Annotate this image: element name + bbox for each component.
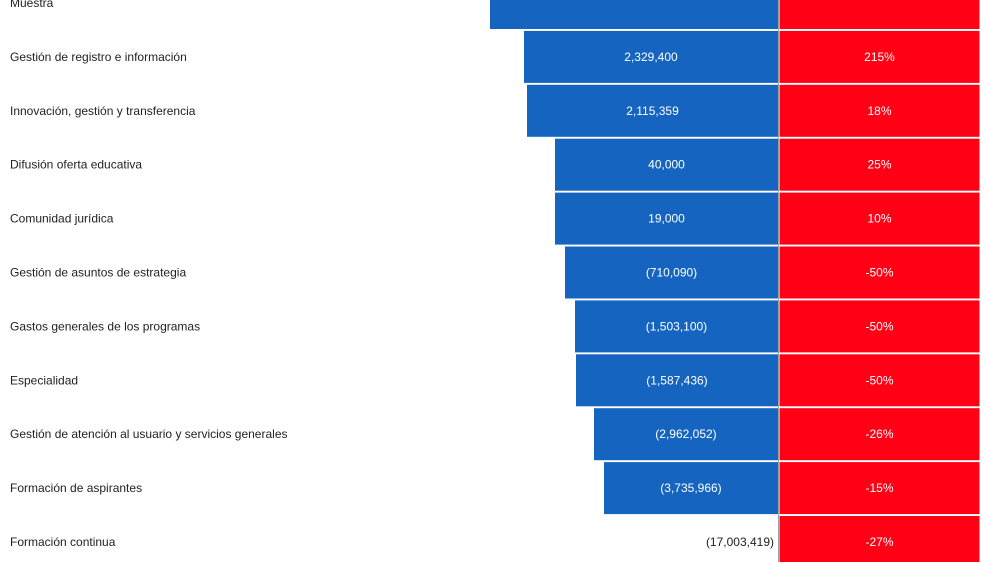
red-value-label-1: 215%: [864, 50, 895, 64]
row-label-1: Gestión de registro e información: [10, 50, 187, 64]
red-bar-0: [779, 0, 980, 29]
row-label-7: Especialidad: [10, 373, 78, 387]
blue-value-label-5: (710,090): [646, 266, 697, 280]
row-label-5: Gestión de asuntos de estrategia: [10, 266, 186, 280]
blue-bar-6: [575, 300, 778, 353]
blue-value-label-3: 40,000: [648, 158, 685, 172]
row-label-2: Innovación, gestión y transferencia: [10, 104, 196, 118]
blue-bar-2: [527, 84, 778, 137]
blue-bar-1: [524, 30, 778, 83]
red-bar-6: [779, 300, 980, 353]
blue-value-label-4: 19,000: [648, 212, 685, 226]
red-bar-4: [779, 192, 980, 245]
red-bar-1: [779, 30, 980, 83]
row-label-0: Muestra: [10, 0, 54, 10]
blue-value-label-6: (1,503,100): [646, 319, 707, 333]
red-value-label-4: 10%: [867, 212, 891, 226]
blue-bar-9: [604, 462, 778, 515]
blue-bar-8: [594, 408, 778, 461]
row-label-6: Gastos generales de los programas: [10, 319, 200, 333]
blue-bar-4: [555, 192, 778, 245]
red-bar-7: [779, 354, 980, 407]
red-value-label-2: 18%: [867, 104, 891, 118]
blue-value-label-10: (17,003,419): [706, 535, 774, 549]
row-label-10: Formación continua: [10, 535, 116, 549]
blue-value-label-7: (1,587,436): [646, 373, 707, 387]
red-bar-9: [779, 462, 980, 515]
blue-bar-5: [565, 246, 778, 299]
red-bar-10: [779, 516, 980, 562]
row-label-8: Gestión de atención al usuario y servici…: [10, 427, 288, 441]
red-bar-3: [779, 138, 980, 191]
blue-value-label-1: 2,329,400: [624, 50, 678, 64]
blue-bar-7: [576, 354, 778, 407]
red-value-label-6: -50%: [865, 319, 893, 333]
red-value-label-3: 25%: [867, 158, 891, 172]
blue-bar-3: [555, 138, 778, 191]
blue-value-label-2: 2,115,359: [626, 104, 679, 118]
row-label-9: Formación de aspirantes: [10, 481, 142, 495]
red-value-label-5: -50%: [865, 266, 893, 280]
red-value-label-7: -50%: [865, 373, 893, 387]
red-bar-2: [779, 84, 980, 137]
blue-value-label-8: (2,962,052): [655, 427, 716, 441]
blue-value-label-9: (3,735,966): [660, 481, 721, 495]
red-value-label-10: -27%: [865, 535, 893, 549]
row-label-4: Comunidad jurídica: [10, 212, 114, 226]
red-value-label-8: -26%: [865, 427, 893, 441]
red-bar-5: [779, 246, 980, 299]
red-value-label-9: -15%: [865, 481, 893, 495]
blue-bar-0: [490, 0, 778, 29]
row-label-3: Difusión oferta educativa: [10, 158, 142, 172]
red-bar-8: [779, 408, 980, 461]
